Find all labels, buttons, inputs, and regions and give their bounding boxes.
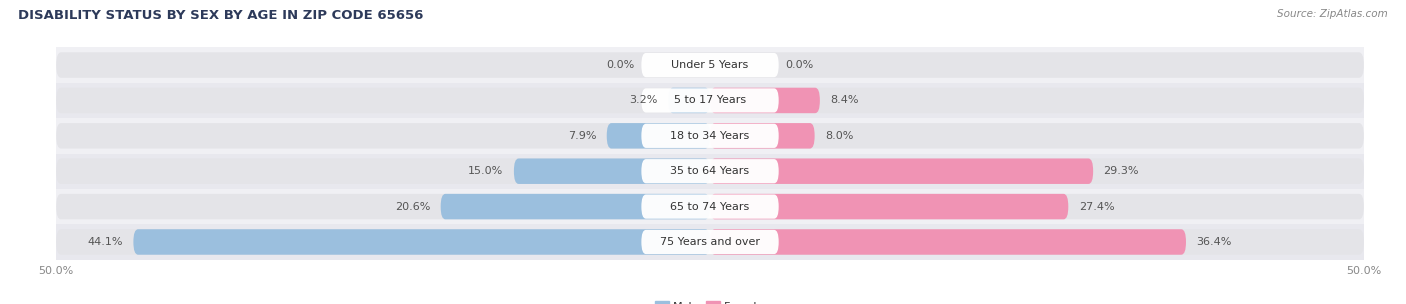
FancyBboxPatch shape — [56, 229, 1364, 255]
Text: 7.9%: 7.9% — [568, 131, 596, 141]
FancyBboxPatch shape — [515, 158, 710, 184]
FancyBboxPatch shape — [641, 124, 779, 148]
FancyBboxPatch shape — [641, 53, 779, 77]
FancyBboxPatch shape — [710, 158, 1092, 184]
Legend: Male, Female: Male, Female — [651, 297, 769, 304]
Text: 27.4%: 27.4% — [1078, 202, 1115, 212]
FancyBboxPatch shape — [710, 229, 1187, 255]
Text: 5 to 17 Years: 5 to 17 Years — [673, 95, 747, 105]
FancyBboxPatch shape — [641, 230, 779, 254]
FancyBboxPatch shape — [641, 88, 779, 112]
Text: 0.0%: 0.0% — [785, 60, 814, 70]
FancyBboxPatch shape — [710, 88, 820, 113]
FancyBboxPatch shape — [668, 88, 710, 113]
FancyBboxPatch shape — [56, 158, 1364, 184]
Text: 65 to 74 Years: 65 to 74 Years — [671, 202, 749, 212]
FancyBboxPatch shape — [56, 47, 1364, 83]
Text: 35 to 64 Years: 35 to 64 Years — [671, 166, 749, 176]
Text: 3.2%: 3.2% — [630, 95, 658, 105]
Text: 8.0%: 8.0% — [825, 131, 853, 141]
Text: 20.6%: 20.6% — [395, 202, 430, 212]
Text: 29.3%: 29.3% — [1104, 166, 1139, 176]
Text: 18 to 34 Years: 18 to 34 Years — [671, 131, 749, 141]
FancyBboxPatch shape — [56, 189, 1364, 224]
FancyBboxPatch shape — [56, 224, 1364, 260]
Text: Source: ZipAtlas.com: Source: ZipAtlas.com — [1277, 9, 1388, 19]
FancyBboxPatch shape — [56, 88, 1364, 113]
FancyBboxPatch shape — [710, 194, 1069, 219]
Text: 15.0%: 15.0% — [468, 166, 503, 176]
Text: Under 5 Years: Under 5 Years — [672, 60, 748, 70]
Text: 8.4%: 8.4% — [831, 95, 859, 105]
FancyBboxPatch shape — [56, 52, 1364, 78]
Text: 75 Years and over: 75 Years and over — [659, 237, 761, 247]
Text: 36.4%: 36.4% — [1197, 237, 1232, 247]
FancyBboxPatch shape — [607, 123, 710, 149]
FancyBboxPatch shape — [134, 229, 710, 255]
FancyBboxPatch shape — [56, 154, 1364, 189]
FancyBboxPatch shape — [710, 123, 814, 149]
FancyBboxPatch shape — [56, 123, 1364, 149]
Text: 0.0%: 0.0% — [606, 60, 636, 70]
FancyBboxPatch shape — [641, 195, 779, 219]
FancyBboxPatch shape — [440, 194, 710, 219]
Text: 44.1%: 44.1% — [87, 237, 122, 247]
FancyBboxPatch shape — [56, 83, 1364, 118]
FancyBboxPatch shape — [56, 194, 1364, 219]
FancyBboxPatch shape — [641, 159, 779, 183]
FancyBboxPatch shape — [56, 118, 1364, 154]
Text: DISABILITY STATUS BY SEX BY AGE IN ZIP CODE 65656: DISABILITY STATUS BY SEX BY AGE IN ZIP C… — [18, 9, 423, 22]
